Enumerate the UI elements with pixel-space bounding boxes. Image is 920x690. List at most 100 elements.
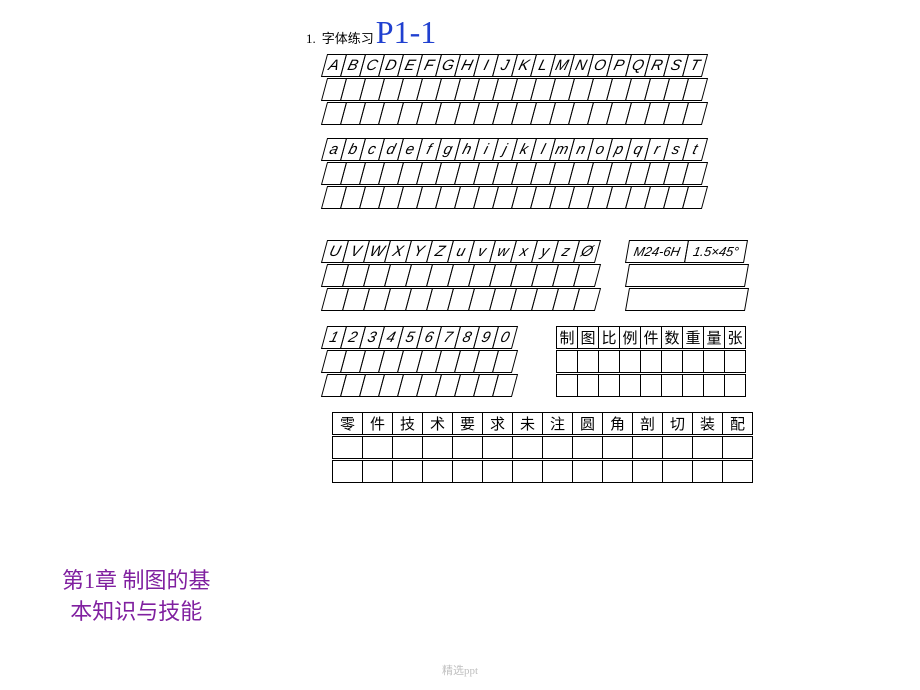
practice-row: 零件技术要求未注圆角剖切装配 xyxy=(333,412,753,435)
practice-row: 1234567890 xyxy=(325,326,515,349)
practice-row xyxy=(325,350,515,373)
practice-cell: 装 xyxy=(692,412,723,435)
practice-cell xyxy=(392,460,423,483)
section-title: 字体练习 xyxy=(322,28,374,47)
practice-cell xyxy=(542,460,573,483)
worksheet: ABCDEFGHIJKLMNOPQRSTabcdefghijklmnopqrst… xyxy=(325,54,753,484)
practice-cell xyxy=(661,350,683,373)
practice-cell xyxy=(632,460,663,483)
practice-cell xyxy=(482,460,513,483)
practice-cell xyxy=(602,460,633,483)
practice-cell xyxy=(662,436,693,459)
practice-cell: 圆 xyxy=(572,412,603,435)
practice-row xyxy=(557,350,746,373)
practice-cell xyxy=(392,436,423,459)
practice-cell xyxy=(452,460,483,483)
practice-row xyxy=(557,374,746,397)
practice-cell xyxy=(573,264,601,287)
practice-cell: 要 xyxy=(452,412,483,435)
practice-cell xyxy=(572,436,603,459)
practice-cell xyxy=(542,436,573,459)
practice-cell xyxy=(692,436,723,459)
practice-row xyxy=(325,102,753,125)
practice-cell: 技 xyxy=(392,412,423,435)
practice-row: abcdefghijklmnopqrst xyxy=(325,138,753,161)
practice-cell xyxy=(452,436,483,459)
practice-cell xyxy=(422,436,453,459)
practice-cell xyxy=(598,374,620,397)
practice-cell xyxy=(362,436,393,459)
practice-cell xyxy=(422,460,453,483)
practice-cell xyxy=(577,374,599,397)
page-id: P1-1 xyxy=(376,14,436,51)
practice-cell xyxy=(722,436,753,459)
practice-cell xyxy=(662,460,693,483)
practice-cell xyxy=(598,350,620,373)
practice-cell: 重 xyxy=(682,326,704,349)
practice-row xyxy=(628,288,747,311)
header: 1. 字体练习 P1-1 xyxy=(306,14,436,51)
practice-cell xyxy=(703,374,725,397)
practice-cell xyxy=(512,460,543,483)
practice-cell xyxy=(362,460,393,483)
practice-cell xyxy=(724,350,746,373)
practice-row xyxy=(325,264,598,287)
practice-cell: 量 xyxy=(703,326,725,349)
practice-cell: 件 xyxy=(640,326,662,349)
practice-cell: 剖 xyxy=(632,412,663,435)
practice-cell: 配 xyxy=(722,412,753,435)
chapter-title: 第1章 制图的基 本知识与技能 xyxy=(62,566,211,628)
practice-row: UVWXYZuvwxyzØ xyxy=(325,240,598,263)
practice-cell xyxy=(682,350,704,373)
practice-cell xyxy=(625,264,749,287)
practice-cell xyxy=(640,350,662,373)
practice-cell xyxy=(556,350,578,373)
practice-cell: 数 xyxy=(661,326,683,349)
practice-row xyxy=(325,186,753,209)
practice-cell xyxy=(556,374,578,397)
practice-row: M24-6H1.5×45° xyxy=(628,240,747,263)
section-number: 1. xyxy=(306,31,316,47)
practice-cell: 求 xyxy=(482,412,513,435)
practice-cell xyxy=(602,436,633,459)
practice-cell: 1.5×45° xyxy=(684,240,748,263)
practice-cell: Ø xyxy=(573,240,601,263)
practice-cell: 未 xyxy=(512,412,543,435)
practice-cell xyxy=(661,374,683,397)
practice-row xyxy=(325,374,515,397)
practice-cell xyxy=(640,374,662,397)
practice-cell xyxy=(625,288,749,311)
practice-cell: 例 xyxy=(619,326,641,349)
practice-cell: 张 xyxy=(724,326,746,349)
practice-row xyxy=(325,162,753,185)
footer-watermark: 精选ppt xyxy=(442,662,478,678)
practice-row: 制图比例件数重量张 xyxy=(557,326,746,349)
practice-row xyxy=(628,264,747,287)
practice-cell: 术 xyxy=(422,412,453,435)
practice-cell: 切 xyxy=(662,412,693,435)
practice-cell xyxy=(724,374,746,397)
practice-cell xyxy=(572,460,603,483)
practice-row xyxy=(333,460,753,483)
practice-row xyxy=(325,78,753,101)
chapter-line-2: 本知识与技能 xyxy=(62,597,211,628)
practice-cell: M24-6H xyxy=(625,240,689,263)
practice-cell xyxy=(619,350,641,373)
practice-cell: 角 xyxy=(602,412,633,435)
practice-cell xyxy=(332,460,363,483)
practice-row xyxy=(325,288,598,311)
practice-cell: 比 xyxy=(598,326,620,349)
practice-cell: 零 xyxy=(332,412,363,435)
practice-cell xyxy=(573,288,601,311)
practice-cell xyxy=(703,350,725,373)
practice-cell: 制 xyxy=(556,326,578,349)
practice-cell: 件 xyxy=(362,412,393,435)
practice-cell xyxy=(619,374,641,397)
practice-row xyxy=(333,436,753,459)
practice-cell xyxy=(577,350,599,373)
practice-cell: 注 xyxy=(542,412,573,435)
practice-cell xyxy=(482,436,513,459)
practice-cell xyxy=(632,436,663,459)
practice-cell xyxy=(682,374,704,397)
practice-cell xyxy=(332,436,363,459)
